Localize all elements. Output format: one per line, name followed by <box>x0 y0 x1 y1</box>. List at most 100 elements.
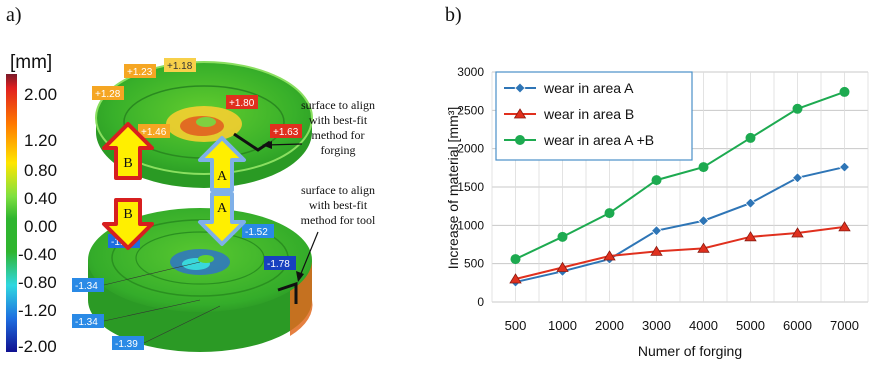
legend-label: wear in area A <box>543 80 634 96</box>
callout-value: -1.52 <box>245 227 268 238</box>
data-point <box>603 250 616 261</box>
panel-label-b: b) <box>445 4 462 26</box>
x-tick-label: 5000 <box>736 318 765 333</box>
y-tick-label: 1500 <box>457 180 484 194</box>
callout-value: +1.28 <box>95 89 121 100</box>
arrow-label: B <box>123 207 132 222</box>
data-point <box>509 273 522 284</box>
y-tick-label: 3000 <box>457 65 484 79</box>
scale-tick: 2.00 <box>24 85 57 104</box>
note-line: forging <box>320 143 355 157</box>
x-tick-label: 6000 <box>783 318 812 333</box>
legend-marker <box>513 108 527 119</box>
color-scale-bar <box>6 74 17 352</box>
arrow-a-lower: A <box>198 192 246 246</box>
note-line: with best-fit <box>309 198 368 212</box>
callout-value: +1.80 <box>229 98 255 109</box>
y-axis-ticks: 0 500 1000 1500 2000 2500 3000 <box>457 65 484 309</box>
chart-series <box>509 86 851 288</box>
data-point <box>838 221 851 232</box>
scale-tick: -0.40 <box>18 245 57 264</box>
x-tick-label: 7000 <box>830 318 859 333</box>
scale-tick: -1.20 <box>18 301 57 320</box>
data-point <box>839 86 850 97</box>
x-axis-label: Numer of forging <box>638 343 742 359</box>
wear-line-chart: 0 500 1000 1500 2000 2500 3000 500 1000 2000 3000… <box>445 65 869 359</box>
legend-marker <box>514 82 526 94</box>
series-line <box>515 90 845 260</box>
callout-value: -1.34 <box>75 281 98 292</box>
callout-value: +1.18 <box>167 61 193 72</box>
callout-value: -1.39 <box>115 339 138 350</box>
note-forging: surface to align with best-fit method fo… <box>301 98 375 157</box>
data-point <box>650 245 663 256</box>
y-tick-label: 2500 <box>457 103 484 117</box>
x-tick-label: 2000 <box>595 318 624 333</box>
y-tick-label: 0 <box>477 295 484 309</box>
x-tick-label: 500 <box>505 318 527 333</box>
y-tick-label: 1000 <box>457 218 484 232</box>
data-point <box>697 242 710 253</box>
scale-tick: 0.80 <box>24 161 57 180</box>
callout-value: +1.23 <box>127 67 153 78</box>
data-point <box>697 215 710 227</box>
panel-label-a: a) <box>6 4 22 26</box>
legend-marker <box>515 135 525 145</box>
scale-tick: -2.00 <box>18 337 57 356</box>
y-axis-label: Increase of material [mm³] <box>445 107 461 270</box>
arrow-b-lower: B <box>102 198 154 250</box>
callout-value: +1.63 <box>273 127 299 138</box>
note-line: surface to align <box>301 183 375 197</box>
scale-unit: [mm] <box>10 52 52 73</box>
legend-label: wear in area A +B <box>543 132 654 148</box>
deviation-map-panel: [mm] 2.00 1.20 0.80 0.40 0.00 -0.40 -0.8… <box>0 0 440 361</box>
series-line <box>515 225 845 280</box>
deviation-map-figure: [mm] 2.00 1.20 0.80 0.40 0.00 -0.40 -0.8… <box>6 52 376 356</box>
scale-tick: 0.00 <box>24 217 57 236</box>
data-point <box>557 231 568 242</box>
scale-tick: 1.20 <box>24 131 57 150</box>
data-point <box>745 132 756 143</box>
arrow-label: A <box>217 201 228 216</box>
series-2 <box>509 221 851 284</box>
x-tick-label: 4000 <box>689 318 718 333</box>
note-line: method for tool <box>301 213 376 227</box>
scale-tick: 0.40 <box>24 189 57 208</box>
arrow-label: A <box>217 169 228 184</box>
callout-value: +1.46 <box>141 127 167 138</box>
arrow-b-upper: B <box>102 122 154 180</box>
note-line: with best-fit <box>309 113 368 127</box>
y-tick-label: 500 <box>464 257 484 271</box>
data-point <box>604 208 615 219</box>
data-point <box>651 175 662 186</box>
data-point <box>791 172 804 184</box>
data-point <box>744 231 757 242</box>
legend-label: wear in area B <box>543 106 634 122</box>
x-tick-label: 1000 <box>548 318 577 333</box>
callout-value: -1.34 <box>75 317 98 328</box>
data-point <box>744 197 757 209</box>
data-point <box>698 162 709 173</box>
note-tool: surface to align with best-fit method fo… <box>301 183 376 227</box>
data-point <box>791 227 804 238</box>
y-tick-label: 2000 <box>457 142 484 156</box>
scale-ticks: 2.00 1.20 0.80 0.40 0.00 -0.40 -0.80 -1.… <box>18 85 57 356</box>
note-line: surface to align <box>301 98 375 112</box>
data-point <box>650 225 663 237</box>
arrow-label: B <box>123 156 132 171</box>
data-point <box>792 103 803 114</box>
note-line: method for <box>312 128 365 142</box>
x-tick-label: 3000 <box>642 318 671 333</box>
callout-value: -1.78 <box>267 259 290 270</box>
scale-tick: -0.80 <box>18 273 57 292</box>
arrow-a-upper: A <box>198 136 246 192</box>
upper-callouts: +1.23 +1.18 +1.28 +1.80 +1.46 +1.63 <box>92 58 302 138</box>
data-point <box>838 161 851 173</box>
chart-legend: wear in area A wear in area B wear in area… <box>495 71 693 161</box>
data-point <box>510 254 521 265</box>
series-3 <box>510 86 850 265</box>
series-line <box>515 166 845 284</box>
data-point <box>556 261 569 272</box>
wear-chart-panel: 0 500 1000 1500 2000 2500 3000 500 1000 2000 3000… <box>440 0 878 361</box>
x-axis-ticks: 500 1000 2000 3000 4000 5000 6000 7000 <box>505 318 859 333</box>
